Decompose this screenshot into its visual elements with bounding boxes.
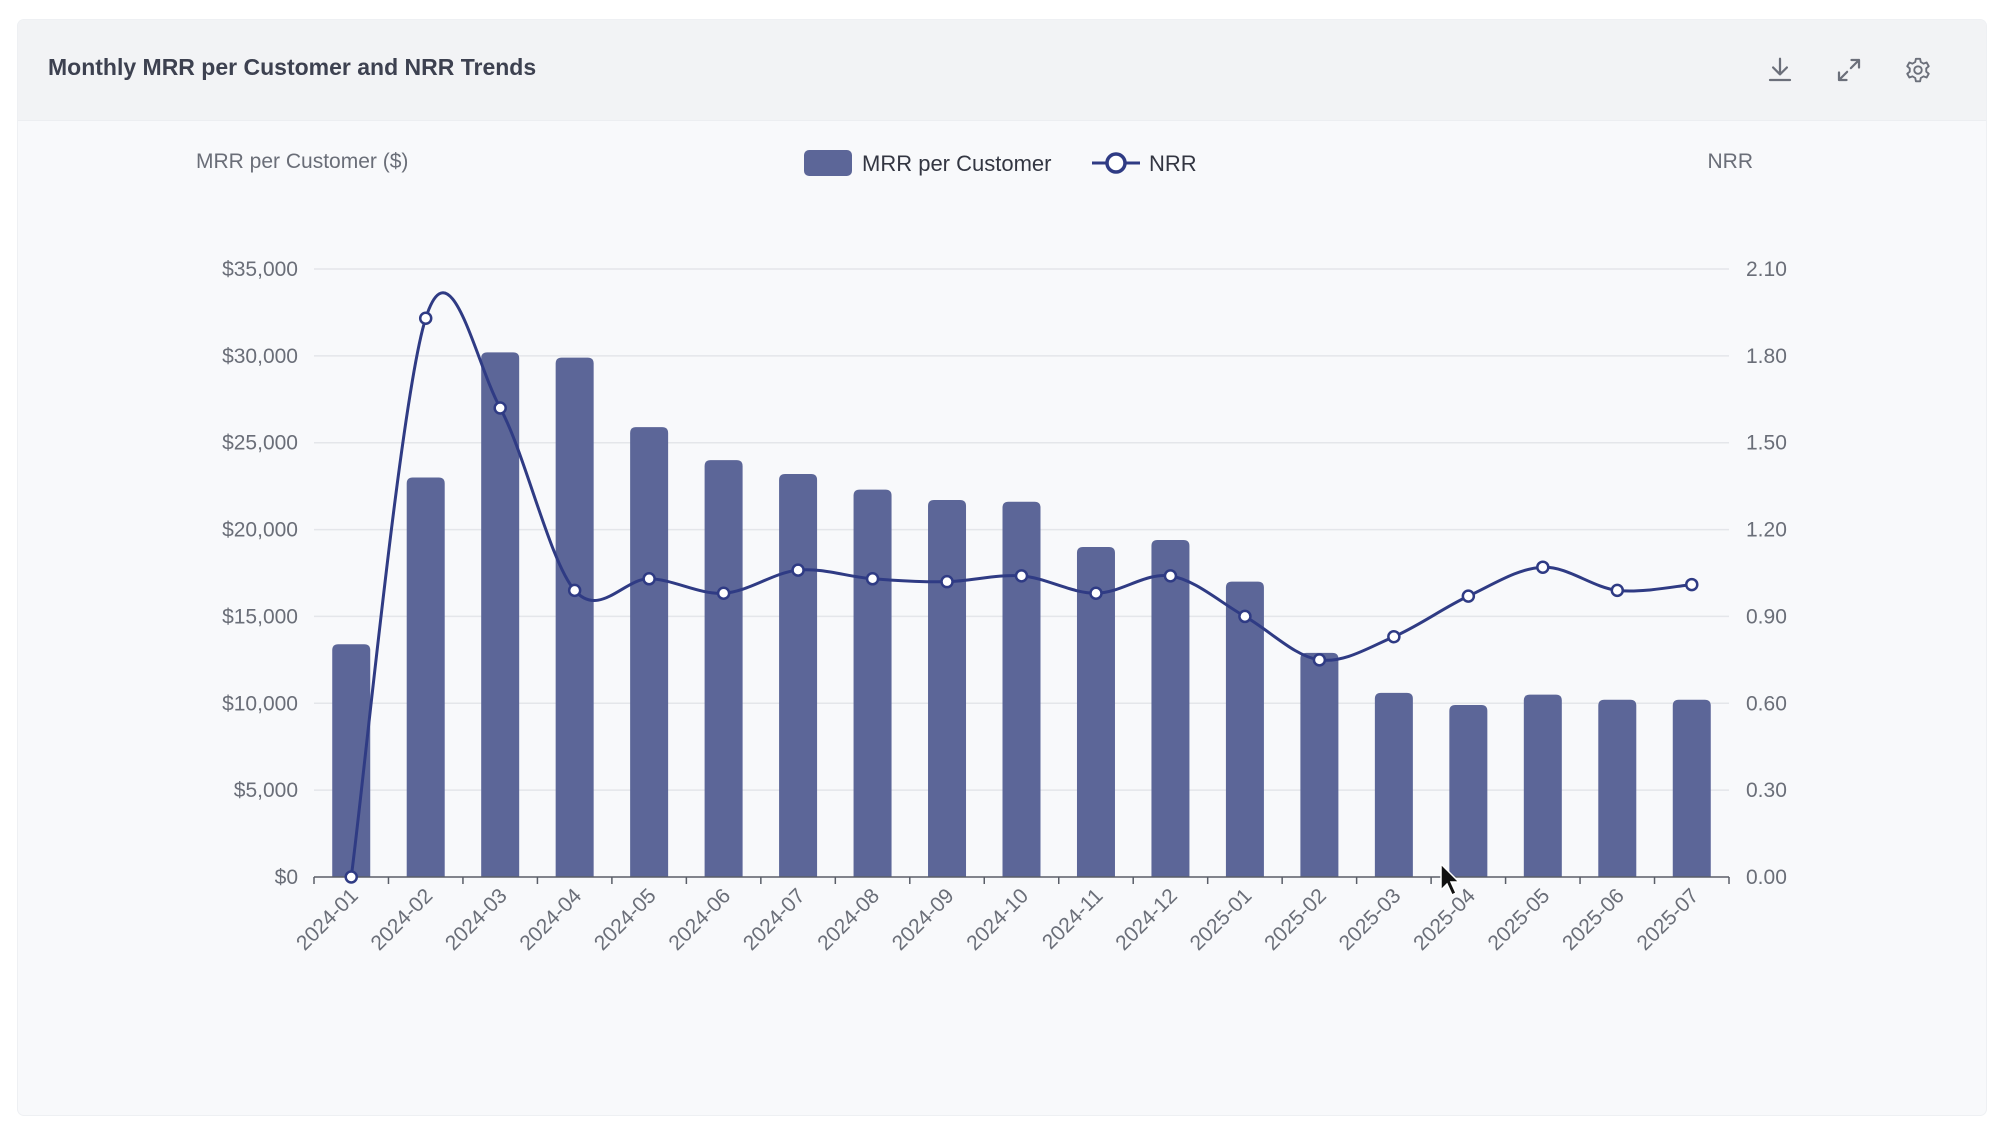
bar (1598, 699, 1637, 877)
nrr-point (865, 572, 880, 586)
chart-title: Monthly MRR per Customer and NRR Trends (48, 54, 537, 80)
bar-series (332, 352, 1711, 878)
y2-tick-label: 1.20 (1746, 519, 1787, 542)
bar (1300, 652, 1339, 877)
bar (555, 357, 594, 877)
chart-card: Monthly MRR per Customer and NRR Trends (18, 20, 1986, 1115)
x-tick-label: 2024-01 (292, 884, 363, 955)
x-tick-label: 2024-10 (962, 884, 1033, 955)
bar (779, 473, 818, 877)
expand-icon (1837, 58, 1861, 82)
x-tick-label: 2024-08 (813, 884, 884, 955)
y-axis-title-right: NRR (1708, 150, 1754, 173)
nrr-point (1685, 577, 1699, 592)
nrr-point (940, 574, 954, 589)
bar (1449, 705, 1488, 877)
y2-tick-label: 1.80 (1746, 345, 1787, 368)
x-tick-label: 2024-09 (888, 884, 959, 955)
nrr-point (1238, 609, 1252, 624)
nrr-point (567, 583, 582, 598)
y-tick-label: $35,000 (222, 258, 298, 281)
x-tick-label: 2024-03 (441, 884, 512, 955)
legend-label-bar: MRR per Customer (862, 151, 1051, 176)
nrr-point (1312, 653, 1327, 667)
x-tick-label: 2024-05 (590, 884, 661, 955)
bar (853, 489, 892, 877)
legend-item-line[interactable]: NRR (1092, 151, 1197, 176)
bar (704, 460, 743, 877)
nrr-point (642, 572, 656, 586)
gear-icon (1906, 57, 1930, 83)
bar (1151, 539, 1190, 877)
mouse-cursor (1440, 862, 1461, 897)
bar (630, 427, 669, 877)
legend-label-line: NRR (1149, 151, 1197, 176)
y2-tick-label: 0.60 (1746, 692, 1787, 715)
nrr-point (493, 401, 507, 415)
y2-tick-label: 0.90 (1746, 605, 1787, 628)
bar (1672, 699, 1711, 877)
bar (1374, 692, 1413, 877)
y-axis-right: 0.00 0.30 0.60 0.90 1.20 1.50 1.80 2.10 (1746, 258, 1787, 889)
nrr-point (1387, 629, 1401, 644)
x-tick-label: 2025-02 (1260, 884, 1331, 955)
fullscreen-button[interactable] (1827, 48, 1871, 92)
legend-bar-swatch (804, 150, 852, 176)
x-tick-label: 2024-02 (366, 884, 437, 955)
bar (1076, 546, 1115, 877)
x-tick-label: 2024-12 (1111, 884, 1182, 955)
nrr-point (1163, 569, 1178, 583)
y-tick-label: $20,000 (222, 519, 298, 542)
x-tick-label: 2025-01 (1186, 884, 1257, 955)
nrr-point (716, 586, 731, 601)
legend[interactable]: MRR per Customer NRR (804, 150, 1197, 176)
nrr-point (344, 870, 358, 884)
y-tick-label: $10,000 (222, 692, 298, 715)
bar (1225, 581, 1264, 877)
y2-tick-label: 0.00 (1746, 866, 1787, 889)
nrr-point (1610, 583, 1625, 598)
download-button[interactable] (1758, 48, 1802, 92)
download-icon (1768, 57, 1792, 82)
card-header: Monthly MRR per Customer and NRR Trends (18, 20, 1986, 121)
bar (406, 477, 445, 877)
nrr-point (1536, 560, 1550, 574)
bar (1523, 694, 1562, 877)
settings-button[interactable] (1896, 48, 1940, 92)
y-axis-title-left: MRR per Customer ($) (196, 150, 408, 173)
x-tick-label: 2024-07 (739, 884, 810, 955)
nrr-point (1461, 589, 1476, 603)
bar (332, 644, 371, 877)
line-series (344, 291, 1699, 884)
y-tick-label: $30,000 (222, 345, 298, 368)
bar (481, 352, 520, 878)
x-tick-label: 2024-11 (1038, 884, 1108, 954)
x-tick-label: 2025-07 (1633, 884, 1704, 955)
y-axis-left: $0 $5,000 $10,000 $15,000 $20,000 $25,000 $30,… (222, 258, 298, 889)
nrr-point (418, 311, 433, 325)
legend-item-bar[interactable]: MRR per Customer (804, 150, 1051, 176)
y-tick-label: $25,000 (222, 432, 298, 455)
x-tick-label: 2025-06 (1558, 884, 1629, 955)
bar (1002, 501, 1041, 877)
y2-tick-label: 2.10 (1746, 258, 1787, 281)
x-tick-label: 2024-06 (664, 884, 735, 955)
x-tick-label: 2025-03 (1335, 884, 1406, 955)
y-tick-label: $0 (275, 866, 298, 889)
nrr-point (1089, 586, 1103, 601)
x-axis-labels: 2024-01 2024-02 2024-03 2024-04 2024-05 2024-… (292, 884, 1703, 955)
bar (928, 500, 967, 877)
y2-tick-label: 0.30 (1746, 779, 1787, 802)
x-tick-label: 2024-04 (515, 884, 586, 955)
x-tick-label: 2025-05 (1484, 884, 1555, 955)
nrr-point (1014, 569, 1029, 583)
nrr-point (791, 563, 805, 577)
y2-tick-label: 1.50 (1746, 432, 1787, 455)
legend-marker (1105, 152, 1127, 174)
y-tick-label: $15,000 (222, 605, 298, 628)
y-tick-label: $5,000 (234, 779, 298, 802)
x-axis (313, 876, 1730, 884)
x-tick-label: 2025-04 (1409, 884, 1480, 955)
